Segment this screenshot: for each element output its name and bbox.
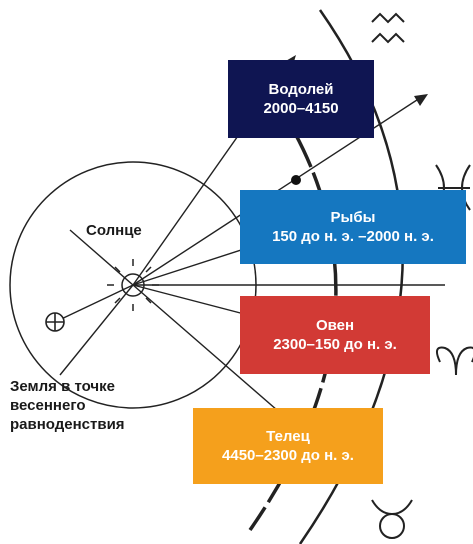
earth-label-line-1: Земля в точке	[10, 378, 115, 395]
intersection-dot	[291, 175, 301, 185]
aquarius-symbol	[371, 12, 405, 44]
aries-symbol	[435, 346, 473, 376]
era-name: Овен	[315, 316, 355, 334]
ecliptic-line	[54, 284, 134, 323]
sun-symbol	[107, 259, 159, 311]
era-name: Водолей	[268, 80, 334, 98]
ray-left-down	[59, 284, 134, 376]
ray-taurus	[132, 284, 301, 431]
era-period: 150 до н. э. –2000 н. э.	[272, 228, 434, 245]
earth-symbol	[45, 312, 65, 332]
earth-label-line-2: весеннего	[10, 396, 86, 414]
era-box-pisces: Рыбы 150 до н. э. –2000 н. э.	[240, 190, 466, 264]
ray-left-up	[69, 229, 134, 286]
era-name: Телец	[266, 427, 310, 445]
era-box-aquarius: Водолей 2000–4150	[228, 60, 374, 138]
arrow-head-pisces	[414, 94, 428, 106]
era-period: 2000–4150	[263, 100, 339, 117]
era-period: 2300–150 до н. э.	[273, 336, 397, 353]
earth-label-line-3: равноденствия	[10, 415, 125, 433]
era-period: 4450–2300 до н. э.	[222, 447, 354, 464]
era-name: Рыбы	[330, 208, 376, 226]
sun-label: Солнце	[86, 222, 142, 239]
era-box-aries: Овен 2300–150 до н. э.	[240, 296, 430, 374]
era-box-taurus: Телец 4450–2300 до н. э.	[193, 408, 383, 484]
taurus-symbol	[371, 499, 413, 539]
earth-label: Земля в точке весеннего равноденствия	[10, 378, 125, 434]
